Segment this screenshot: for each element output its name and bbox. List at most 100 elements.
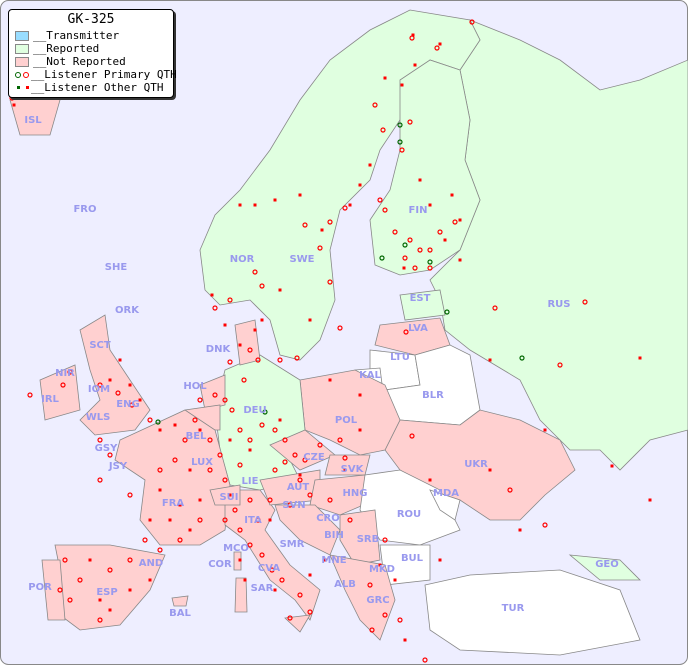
listener-other-qth-marker: [308, 573, 312, 577]
listener-primary-qth-marker: [372, 102, 378, 108]
listener-other-qth-marker: [12, 103, 16, 107]
country-label-srb: SRB: [357, 534, 380, 545]
listener-other-qth-marker: [188, 468, 192, 472]
listener-other-qth-marker: [88, 558, 92, 562]
country-label-bal: BAL: [169, 608, 191, 619]
listener-other-qth-marker: [403, 638, 407, 642]
listener-primary-qth-marker: [367, 582, 373, 588]
listener-primary-qth-marker: [255, 517, 261, 523]
listener-other-qth-marker: [400, 83, 404, 87]
country-label-swe: SWE: [289, 254, 314, 265]
country-por: [41, 559, 66, 621]
listener-primary-qth-marker: [292, 452, 298, 458]
country-label-sui: SUI: [219, 492, 238, 503]
country-geo: [568, 554, 641, 581]
listener-other-qth-marker: [158, 428, 162, 432]
country-label-jsy: JSY: [108, 461, 128, 472]
listener-other-qth-marker: [438, 558, 442, 562]
legend: GK-325 __Transmitter __Reported __Not Re…: [8, 9, 177, 98]
listener-other-qth-marker: [128, 588, 132, 592]
listener-primary-qth-marker: [327, 497, 333, 503]
listener-primary-qth-marker: [127, 557, 133, 563]
not-reported-swatch: [15, 56, 29, 67]
country-tur: [424, 569, 641, 656]
country-fin: [369, 59, 481, 276]
listener-primary-qth-marker: [507, 487, 513, 493]
country-label-eng: ENG: [116, 399, 139, 410]
listener-other-qth-marker: [98, 598, 102, 602]
listener-primary-qth-marker: [227, 297, 233, 303]
listener-primary-qth-marker: [327, 219, 333, 225]
listener-other-qth-marker: [253, 203, 257, 207]
country-label-isl: ISL: [24, 115, 42, 126]
country-label-esp: ESP: [96, 587, 117, 598]
country-label-wls: WLS: [86, 412, 111, 423]
listener-primary-qth-marker: [272, 467, 278, 473]
listener-other-qth-marker: [418, 178, 422, 182]
country-hng: [309, 474, 376, 516]
listener-primary-qth-marker: [287, 615, 293, 621]
listener-other-qth-marker: [223, 323, 227, 327]
listener-primary-qth-marker: [142, 537, 148, 543]
listener-other-qth-marker: [320, 228, 324, 232]
listener-primary-qth-marker: [452, 219, 458, 225]
listener-primary-qth-marker: [469, 19, 475, 25]
listener-primary-qth-marker: [269, 567, 275, 573]
country-label-mne: MNE: [321, 555, 346, 566]
listener-other-qth-marker: [328, 378, 332, 382]
listener-primary-qth-marker: [255, 357, 261, 363]
listener-primary-qth-marker: [399, 147, 405, 153]
listener-primary-qth-marker: [427, 265, 433, 271]
listener-primary-qth-marker: [427, 247, 433, 253]
listener-primary-qth-marker: [207, 437, 213, 443]
listener-primary-qth-marker: [247, 347, 253, 353]
country-mda: [429, 489, 461, 521]
legend-other-qth: __Listener Other QTH: [9, 81, 173, 94]
country-label-tur: TUR: [502, 603, 525, 614]
country-label-por: POR: [28, 582, 52, 593]
listener-other-qth-marker: [543, 428, 547, 432]
country-cor: [233, 551, 242, 571]
country-ita: [224, 489, 321, 621]
country-label-aut: AUT: [287, 482, 310, 493]
country-label-blr: BLR: [422, 390, 444, 401]
legend-label: __Not Reported: [33, 55, 126, 68]
listener-other-qth-marker: [450, 193, 454, 197]
listener-other-qth-marker: [308, 318, 312, 322]
listener-other-qth-marker: [253, 328, 257, 332]
listener-other-qth-marker: [488, 358, 492, 362]
listener-primary-qth-marker: [380, 127, 386, 133]
country-label-cze: CZE: [303, 452, 325, 463]
listener-primary-qth-marker: [542, 522, 548, 528]
country-label-mkd: MKD: [369, 564, 395, 575]
listener-other-qth-marker: [108, 608, 112, 612]
listener-primary-qth-marker: [317, 245, 323, 251]
listener-other-qth-marker: [273, 588, 277, 592]
country-label-svk: SVK: [341, 464, 365, 475]
reported-swatch: [15, 43, 29, 54]
listener-primary-qth-marker: [302, 457, 308, 463]
country-label-geo: GEO: [595, 559, 619, 570]
legend-transmitter: __Transmitter: [9, 29, 173, 42]
listener-other-qth-marker: [198, 498, 202, 502]
listener-primary-qth-marker: [97, 382, 103, 388]
listener-other-qth-marker: [458, 258, 462, 262]
listener-primary-qth-marker: [412, 265, 418, 271]
listener-primary-qth-marker: [222, 397, 228, 403]
listener-other-qth-marker: [228, 438, 232, 442]
listener-other-qth-marker: [368, 163, 372, 167]
listener-primary-qth-marker: [197, 397, 203, 403]
country-label-smr: SMR: [280, 539, 305, 550]
listener-primary-qth-marker-green: [519, 355, 525, 361]
listener-other-qth-marker: [393, 578, 397, 582]
country-label-bul: BUL: [401, 553, 424, 564]
country-label-svn: SVN: [282, 500, 305, 511]
listener-primary-qth-marker-green: [262, 409, 268, 415]
country-grc: [329, 554, 396, 641]
listener-other-qth-marker: [610, 464, 614, 468]
listener-primary-qth-marker: [342, 205, 348, 211]
listener-primary-qth-marker: [207, 467, 213, 473]
country-label-bih: BIH: [324, 530, 344, 541]
listener-other-qth-marker: [178, 503, 182, 507]
